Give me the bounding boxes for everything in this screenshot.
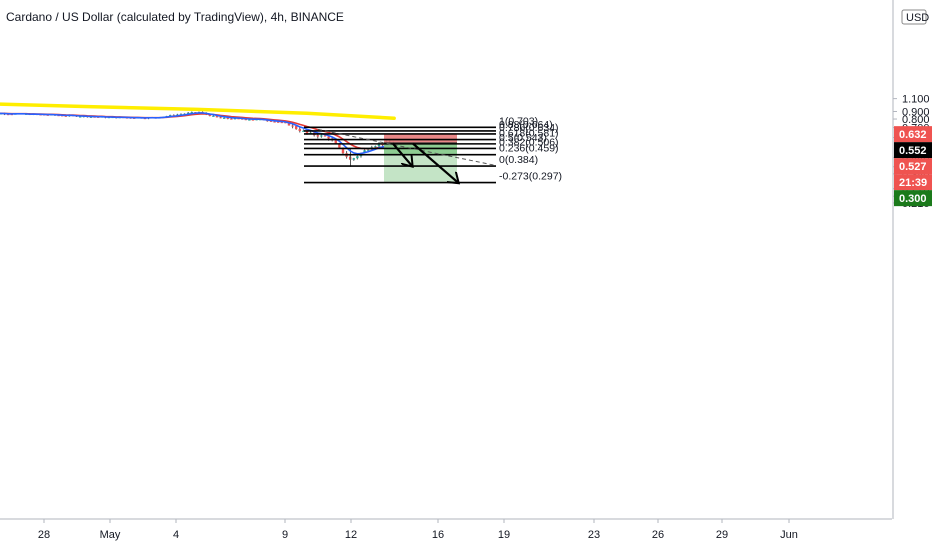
price-badge-label: 0.552 bbox=[899, 145, 927, 157]
arrow-to-first-target bbox=[392, 142, 412, 166]
candle-body bbox=[266, 120, 269, 122]
candle-body bbox=[233, 118, 237, 120]
candle-body bbox=[352, 158, 355, 160]
candle-body bbox=[356, 156, 359, 159]
fib-level-label: 0.786(0.634) bbox=[499, 122, 559, 134]
candle bbox=[298, 126, 301, 133]
fib-level-label: 0.236(0.459) bbox=[499, 143, 559, 155]
candle-body bbox=[244, 119, 247, 121]
time-tick-label: 26 bbox=[652, 529, 664, 541]
price-badge bbox=[894, 142, 932, 159]
candle-body bbox=[280, 122, 283, 124]
currency-label: USD bbox=[906, 12, 929, 24]
candle-body bbox=[226, 117, 229, 119]
candle-body bbox=[186, 112, 190, 114]
candle bbox=[302, 129, 305, 132]
candle-body bbox=[363, 150, 366, 153]
price-badge-label: 0.300 bbox=[899, 193, 927, 205]
time-tick-label: 23 bbox=[588, 529, 600, 541]
candle-body bbox=[284, 122, 287, 124]
candle-body bbox=[305, 130, 309, 134]
candle-body bbox=[273, 121, 276, 123]
plot-area[interactable] bbox=[0, 102, 396, 167]
time-axis[interactable]: 28 May 4 9 12 16 19 23 26 29 Jun bbox=[0, 518, 892, 541]
time-tick-label: 19 bbox=[498, 529, 510, 541]
candle-body bbox=[302, 130, 305, 132]
candle bbox=[219, 117, 222, 119]
candle-body bbox=[190, 112, 193, 114]
candle-body bbox=[248, 119, 251, 121]
candle-body bbox=[168, 115, 172, 117]
candle-body bbox=[298, 129, 301, 132]
fib-level-label: 0.382(0.506) bbox=[499, 136, 559, 148]
price-badge bbox=[894, 190, 932, 207]
time-tick-label: Jun bbox=[780, 529, 798, 541]
candle-body bbox=[212, 115, 215, 117]
price-badge bbox=[894, 126, 932, 143]
candle-body bbox=[251, 119, 255, 121]
candle-body bbox=[269, 120, 273, 122]
fib-level-label: 0.618(0.581) bbox=[499, 128, 559, 140]
candle-body bbox=[222, 117, 226, 119]
stop-loss-zone bbox=[384, 134, 457, 143]
price-tick-label: 0.800 bbox=[902, 114, 930, 126]
candle-body bbox=[334, 140, 337, 144]
time-tick-label: 29 bbox=[716, 529, 728, 541]
candle-body bbox=[341, 147, 345, 154]
price-tick-label: 0.900 bbox=[902, 106, 930, 118]
fib-and-position-overlay: 1(0.703)0.88(0.664)0.786(0.634)0.618(0.5… bbox=[304, 115, 562, 182]
candle bbox=[222, 117, 226, 119]
candle-body bbox=[6, 114, 10, 116]
candle-body bbox=[320, 135, 323, 137]
time-tick-label: 9 bbox=[282, 529, 288, 541]
candle-body bbox=[230, 118, 233, 120]
trend-line bbox=[317, 128, 495, 166]
price-badge-label: 0.527 bbox=[899, 161, 927, 173]
price-badge-label: 21:39 bbox=[899, 177, 927, 189]
candle-body bbox=[78, 116, 82, 118]
time-tick-label: 12 bbox=[345, 529, 357, 541]
price-axis[interactable]: 1.1000.9000.8000.7000.6000.4400.3800.340… bbox=[892, 0, 932, 519]
candle-body bbox=[287, 122, 291, 126]
time-tick-label: 16 bbox=[432, 529, 444, 541]
time-tick-label: 28 bbox=[38, 529, 50, 541]
time-tick-label: May bbox=[100, 529, 121, 541]
candle bbox=[212, 115, 215, 117]
candle-body bbox=[219, 117, 222, 119]
price-tick-label: 1.100 bbox=[902, 94, 930, 106]
arrow-to-second-target bbox=[412, 142, 458, 183]
candle-body bbox=[377, 144, 381, 147]
candle bbox=[316, 134, 319, 139]
candle bbox=[356, 155, 359, 160]
candle-body bbox=[366, 149, 370, 151]
candle bbox=[291, 124, 294, 129]
candle-body bbox=[323, 135, 327, 137]
fib-level-label: -0.273(0.297) bbox=[499, 171, 562, 183]
candle-body bbox=[338, 143, 341, 148]
candle-body bbox=[316, 135, 319, 137]
candle-body bbox=[291, 125, 294, 127]
fib-level-label: 0.88(0.664) bbox=[499, 119, 553, 131]
candle-body bbox=[374, 146, 377, 148]
fib-level-label: 0(0.384) bbox=[499, 154, 538, 166]
price-badge-label: 0.632 bbox=[899, 129, 927, 141]
candle-body bbox=[64, 115, 67, 117]
price-badge bbox=[894, 158, 932, 175]
candle-body bbox=[215, 115, 219, 118]
candle-body bbox=[276, 121, 280, 123]
candle bbox=[320, 134, 323, 138]
time-tick-label: 4 bbox=[173, 529, 179, 541]
price-badge bbox=[894, 174, 932, 191]
candle-body bbox=[294, 126, 298, 130]
candle-body bbox=[327, 136, 330, 139]
long-ma-line bbox=[0, 102, 396, 120]
candle-body bbox=[208, 114, 211, 116]
fib-level-label: 1(0.703) bbox=[499, 115, 538, 127]
candle bbox=[352, 157, 355, 161]
fib-level-label: 0.5(0.543) bbox=[499, 132, 547, 144]
chart-title: Cardano / US Dollar (calculated by Tradi… bbox=[6, 10, 344, 24]
currency-tag[interactable] bbox=[901, 9, 927, 25]
